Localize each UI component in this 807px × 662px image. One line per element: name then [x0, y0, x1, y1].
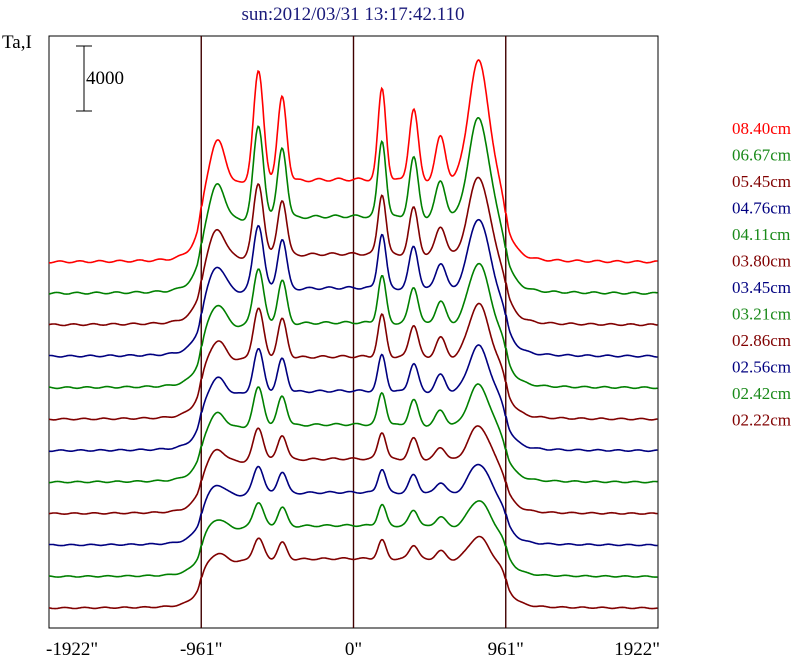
scale-bar-label: 4000	[86, 68, 124, 89]
legend-entry-11: 02.22cm	[732, 411, 791, 430]
series-line-03.21cm	[48, 383, 658, 484]
x-tick-label-0: -1922"	[46, 639, 98, 660]
x-tick-label-4: 1922"	[614, 639, 660, 660]
legend-entry-0: 08.40cm	[732, 119, 791, 138]
vertical-reference-lines	[200, 36, 507, 628]
series-line-04.76cm	[49, 218, 658, 358]
series-line-05.45cm	[48, 176, 658, 327]
x-tick-label-1: -961"	[180, 639, 223, 660]
chart-title: sun:2012/03/31 13:17:42.110	[241, 4, 464, 25]
x-tick-labels: -1922" -961" 0" 961" 1922"	[46, 639, 660, 660]
legend-entry-9: 02.56cm	[732, 358, 791, 377]
legend-entry-8: 02.86cm	[732, 331, 791, 350]
series-line-03.80cm	[48, 302, 658, 421]
series-line-08.40cm	[49, 59, 658, 264]
series-line-02.86cm	[48, 425, 658, 516]
series-line-02.42cm	[48, 500, 658, 578]
series-line-04.11cm	[48, 262, 658, 390]
legend-entry-3: 04.76cm	[732, 199, 791, 218]
series-line-02.22cm	[48, 535, 658, 610]
series-group	[48, 59, 658, 610]
scale-bar: 4000	[76, 45, 124, 112]
series-line-03.45cm	[48, 344, 658, 453]
series-line-02.56cm	[48, 463, 658, 547]
y-axis-label: Ta,I	[2, 32, 32, 53]
x-tick-label-3: 961"	[488, 639, 524, 660]
legend-entry-6: 03.45cm	[732, 278, 791, 297]
legend-entry-2: 05.45cm	[732, 172, 791, 191]
legend-entry-7: 03.21cm	[732, 305, 791, 324]
legend: 08.40cm 06.67cm 05.45cm 04.76cm 04.11cm 03.80…	[732, 119, 791, 430]
x-tick-label-2: 0"	[345, 639, 362, 660]
legend-entry-1: 06.67cm	[732, 146, 791, 165]
legend-entry-5: 03.80cm	[732, 252, 791, 271]
legend-entry-10: 02.42cm	[732, 384, 791, 403]
series-line-06.67cm	[48, 116, 658, 295]
legend-entry-4: 04.11cm	[732, 225, 790, 244]
